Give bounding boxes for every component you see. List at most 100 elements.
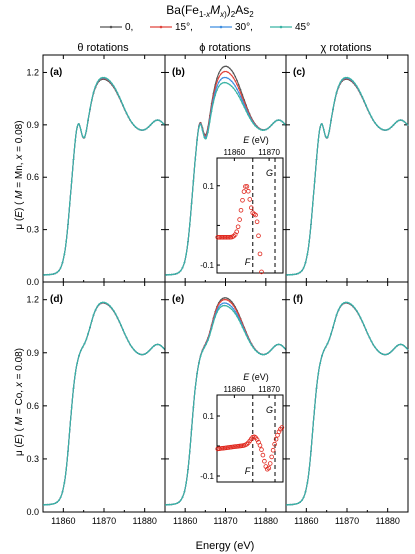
series-point — [337, 85, 340, 88]
series-point — [65, 240, 67, 243]
series-point — [310, 450, 312, 452]
series-point — [194, 158, 197, 161]
series-point — [63, 253, 66, 256]
series-point — [368, 112, 371, 114]
series-point — [80, 128, 82, 131]
series-point — [98, 303, 100, 305]
series-point — [223, 81, 226, 84]
series-point — [259, 353, 262, 355]
series-point — [254, 349, 256, 351]
series-point — [85, 338, 88, 341]
series-point — [219, 300, 222, 303]
series-point — [160, 120, 163, 123]
panel-label: (b) — [172, 67, 185, 78]
series-point — [103, 301, 106, 304]
series-point — [123, 108, 126, 110]
series-point — [230, 74, 233, 77]
series-point — [236, 310, 238, 313]
inset-point — [234, 229, 240, 235]
series-point — [45, 274, 47, 276]
series-point — [243, 101, 246, 104]
series-point — [102, 76, 104, 79]
inset-x-tick-label: 11870 — [258, 148, 280, 157]
series-point — [207, 339, 209, 342]
series-point — [245, 334, 247, 336]
series-point — [122, 328, 124, 331]
series-point — [388, 127, 391, 130]
series-point — [293, 503, 296, 506]
series-point — [113, 85, 115, 87]
series-point — [87, 119, 89, 121]
series-point — [241, 102, 244, 105]
series-point — [368, 336, 371, 339]
series-point — [356, 85, 358, 87]
series-point — [198, 126, 200, 129]
inset-point — [232, 444, 238, 449]
series-point — [315, 158, 318, 161]
series-point — [165, 504, 167, 506]
series-point — [223, 70, 226, 73]
series-point — [225, 305, 227, 307]
series-point — [343, 77, 345, 79]
series-point — [76, 362, 78, 364]
series-point — [218, 85, 220, 88]
column-title-chi: χ rotations — [320, 42, 372, 54]
series-point — [216, 77, 218, 79]
series-point — [221, 302, 224, 305]
series-point — [341, 303, 343, 305]
series-point — [361, 320, 364, 323]
panel-label: (f) — [293, 294, 303, 305]
series-point — [357, 313, 360, 315]
series-point — [390, 350, 393, 353]
series-point — [286, 274, 289, 276]
series-point — [276, 119, 278, 122]
series-point — [85, 129, 88, 132]
inset-point — [253, 212, 258, 218]
series-point — [398, 344, 400, 346]
series-point — [131, 346, 133, 349]
series-point — [334, 98, 336, 101]
series-point — [304, 491, 307, 493]
series-point — [192, 406, 195, 409]
series-point — [232, 82, 235, 85]
series-point — [92, 91, 95, 93]
series-point — [136, 127, 139, 130]
series-point — [167, 503, 169, 506]
series-line-45deg — [43, 76, 166, 276]
inset-point — [238, 208, 244, 213]
series-point — [337, 309, 340, 311]
series-point — [387, 353, 389, 355]
series-point — [170, 273, 173, 276]
inset-point — [222, 235, 228, 240]
series-point — [272, 122, 275, 124]
series-point — [350, 303, 353, 306]
series-point — [225, 297, 227, 299]
series-point — [225, 70, 227, 73]
series-point — [335, 91, 338, 93]
series-point — [70, 180, 73, 182]
series-point — [374, 122, 376, 124]
series-point — [109, 80, 111, 82]
series-point — [123, 332, 126, 335]
series-point — [185, 253, 187, 256]
series-point — [196, 139, 198, 142]
series-point — [277, 343, 280, 346]
series-point — [279, 119, 282, 122]
inset-point — [257, 443, 263, 448]
series-point — [162, 122, 164, 125]
series-point — [350, 78, 353, 81]
series-point — [245, 110, 247, 112]
series-point — [326, 342, 329, 345]
series-point — [219, 303, 222, 306]
panel-label: (c) — [293, 67, 305, 78]
series-point — [379, 127, 382, 130]
series-point — [78, 123, 80, 125]
inset-point — [279, 425, 285, 430]
x-tick-label: 11870 — [92, 516, 116, 526]
series-point — [376, 124, 378, 126]
series-point — [238, 95, 240, 98]
series-point — [313, 406, 316, 409]
series-point — [52, 273, 55, 275]
inset-point — [246, 188, 251, 194]
